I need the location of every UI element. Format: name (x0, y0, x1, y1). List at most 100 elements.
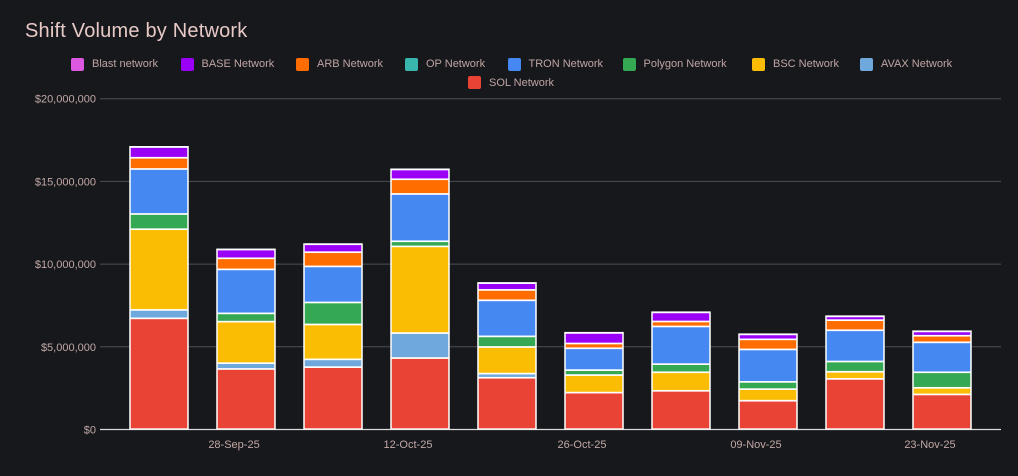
y-tick-label: $0 (84, 425, 96, 437)
bar-segment-arb-network[interactable] (304, 253, 362, 266)
chart-title: Shift Volume by Network (25, 20, 248, 42)
legend-swatch-icon (622, 57, 636, 71)
bar-segment-sol-network[interactable] (652, 391, 710, 429)
bar-segment-tron-network[interactable] (826, 331, 884, 361)
bar-segment-base-network[interactable] (652, 313, 710, 321)
bar-segment-base-network[interactable] (391, 170, 449, 179)
bar-segment-sol-network[interactable] (478, 378, 536, 429)
legend-item-base-network[interactable]: BASE Network (180, 57, 275, 71)
y-tick-label: $10,000,000 (35, 259, 96, 271)
legend-item-arb-network[interactable]: ARB Network (296, 57, 383, 71)
bar-segment-sol-network[interactable] (826, 379, 884, 429)
bar-segment-tron-network[interactable] (304, 267, 362, 302)
legend-item-blast-network[interactable]: Blast network (71, 57, 158, 71)
bar-segment-polygon-network[interactable] (652, 365, 710, 372)
bar-segment-avax-network[interactable] (217, 364, 275, 369)
bar-segment-bsc-network[interactable] (217, 322, 275, 363)
legend-label: BASE Network (201, 58, 275, 70)
bar-segment-bsc-network[interactable] (565, 375, 623, 392)
bar-segment-base-network[interactable] (739, 335, 797, 339)
bar-segment-sol-network[interactable] (913, 395, 971, 429)
bar-segment-sol-network[interactable] (739, 401, 797, 429)
bar-segment-arb-network[interactable] (478, 290, 536, 300)
bar-segment-sol-network[interactable] (391, 358, 449, 429)
bar-segment-bsc-network[interactable] (391, 247, 449, 333)
y-tick-label: $20,000,000 (35, 94, 96, 106)
legend-item-avax-network[interactable]: AVAX Network (860, 57, 952, 71)
bar-segment-tron-network[interactable] (913, 343, 971, 372)
bar-segment-arb-network[interactable] (913, 336, 971, 342)
bar-segment-polygon-network[interactable] (304, 303, 362, 324)
bar-segment-avax-network[interactable] (130, 310, 188, 318)
bar-segment-base-network[interactable] (304, 245, 362, 252)
bar-segment-sol-network[interactable] (565, 393, 623, 429)
legend-swatch-icon (860, 57, 873, 71)
bar-segment-tron-network[interactable] (652, 327, 710, 364)
bar-segment-base-network[interactable] (565, 333, 623, 343)
bar-segment-sol-network[interactable] (217, 369, 275, 429)
bar-segment-polygon-network[interactable] (130, 214, 188, 229)
bar-segment-polygon-network[interactable] (565, 370, 623, 375)
x-tick-label: 09-Nov-25 (730, 439, 781, 451)
bar-segment-polygon-network[interactable] (826, 362, 884, 371)
legend-label: OP Network (426, 58, 486, 70)
bar-segment-sol-network[interactable] (304, 367, 362, 429)
bar-segment-arb-network[interactable] (826, 321, 884, 330)
bar-segment-tron-network[interactable] (565, 349, 623, 370)
bar-segment-tron-network[interactable] (478, 301, 536, 336)
bar-segment-sol-network[interactable] (130, 319, 188, 429)
bar-segment-base-network[interactable] (913, 332, 971, 335)
bar-segment-arb-network[interactable] (391, 180, 449, 194)
bar-segment-tron-network[interactable] (217, 270, 275, 313)
y-tick-label: $5,000,000 (41, 342, 96, 354)
legend-label: SOL Network (489, 76, 555, 89)
bar-segment-arb-network[interactable] (739, 340, 797, 349)
legend-item-op-network[interactable]: OP Network (405, 57, 485, 71)
legend-item-polygon-network[interactable]: Polygon Network (622, 57, 727, 71)
bar-segment-bsc-network[interactable] (304, 325, 362, 359)
legend-swatch-icon (71, 57, 84, 71)
y-tick-label: $15,000,000 (35, 176, 96, 188)
x-tick-label: 26-Oct-25 (558, 439, 607, 451)
bar-segment-tron-network[interactable] (739, 350, 797, 382)
legend-label: BSC Network (773, 58, 840, 70)
bar-segment-polygon-network[interactable] (478, 337, 536, 347)
bar-segment-arb-network[interactable] (130, 158, 188, 169)
bar-segment-polygon-network[interactable] (391, 242, 449, 246)
legend-swatch-icon (296, 57, 309, 71)
bar-segment-tron-network[interactable] (130, 169, 188, 214)
x-tick-label: 23-Nov-25 (904, 439, 955, 451)
legend-item-tron-network[interactable]: TRON Network (507, 57, 604, 71)
bar-segment-polygon-network[interactable] (217, 314, 275, 321)
legend-item-sol-network[interactable]: SOL Network (468, 76, 554, 90)
bar-segment-polygon-network[interactable] (739, 382, 797, 389)
bar-segment-avax-network[interactable] (391, 333, 449, 358)
bar-segment-base-network[interactable] (826, 317, 884, 320)
bar-segment-arb-network[interactable] (652, 322, 710, 326)
bar-segment-bsc-network[interactable] (652, 373, 710, 390)
bar-segment-bsc-network[interactable] (130, 230, 188, 310)
bar-segment-base-network[interactable] (130, 147, 188, 157)
legend-label: Polygon Network (643, 58, 727, 70)
legend-label: TRON Network (528, 58, 604, 70)
legend-label: Blast network (92, 58, 159, 70)
legend-swatch-icon (507, 57, 521, 71)
bar-segment-bsc-network[interactable] (739, 389, 797, 400)
bar-segment-arb-network[interactable] (565, 344, 623, 348)
bar-segment-tron-network[interactable] (391, 194, 449, 241)
bar-segment-avax-network[interactable] (304, 360, 362, 367)
bar-segment-bsc-network[interactable] (826, 372, 884, 379)
legend-item-bsc-network[interactable]: BSC Network (752, 57, 839, 71)
bar-segment-avax-network[interactable] (478, 374, 536, 377)
bar-segment-polygon-network[interactable] (913, 373, 971, 387)
x-tick-label: 28-Sep-25 (208, 439, 259, 451)
bar-segment-base-network[interactable] (478, 283, 536, 290)
bar-segment-base-network[interactable] (217, 250, 275, 258)
bar-segment-bsc-network[interactable] (913, 388, 971, 394)
legend-swatch-icon (180, 57, 194, 71)
bar-segment-arb-network[interactable] (217, 259, 275, 269)
legend-swatch-icon (468, 76, 481, 89)
bar-segment-bsc-network[interactable] (478, 347, 536, 373)
